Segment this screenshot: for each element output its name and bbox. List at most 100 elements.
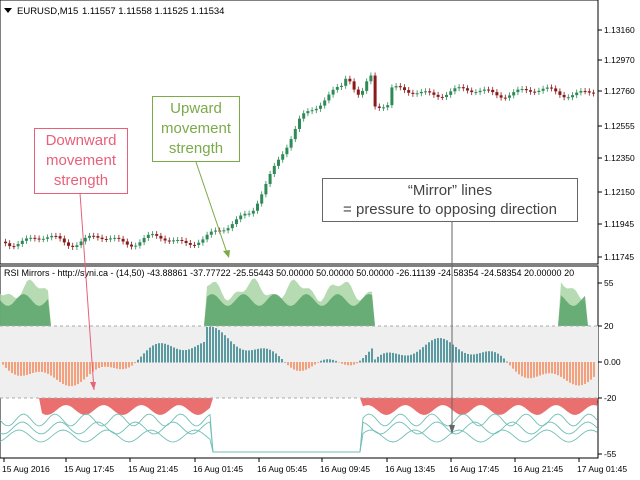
candle-body bbox=[151, 234, 154, 236]
time-label: 17 Aug 01:45 bbox=[577, 464, 627, 474]
candle-body bbox=[533, 91, 537, 93]
mirror-callout: “Mirror” lines = pressure to opposing di… bbox=[322, 178, 578, 222]
candle-body bbox=[172, 240, 175, 242]
histogram-bar bbox=[257, 348, 259, 363]
histogram-bar bbox=[593, 362, 595, 377]
histogram-bar bbox=[29, 362, 31, 374]
candle-body bbox=[277, 159, 280, 166]
time-label: 16 Aug 17:45 bbox=[449, 464, 499, 474]
histogram-bar bbox=[89, 362, 91, 375]
histogram-bar bbox=[98, 362, 100, 369]
histogram-bar bbox=[572, 362, 574, 385]
histogram-bar bbox=[590, 362, 592, 380]
upward-callout-line3: strength bbox=[168, 140, 224, 157]
candle-body bbox=[247, 213, 251, 215]
price-label: 1.11945 bbox=[604, 219, 634, 229]
candle-body bbox=[8, 243, 12, 247]
ohlc-readout: 1.11557 1.11558 1.11525 1.11534 bbox=[82, 6, 224, 17]
histogram-bar bbox=[419, 349, 421, 363]
histogram-bar bbox=[179, 349, 181, 363]
histogram-bar bbox=[443, 338, 445, 363]
histogram-bar bbox=[302, 362, 304, 371]
candle-body bbox=[524, 89, 528, 91]
histogram-bar bbox=[239, 348, 241, 363]
candle-body bbox=[562, 94, 566, 98]
candle-body bbox=[138, 242, 142, 246]
histogram-bar bbox=[485, 351, 487, 363]
histogram-bar bbox=[569, 362, 571, 383]
histogram-bar bbox=[452, 344, 454, 363]
indicator-series bbox=[0, 278, 598, 453]
histogram-bar bbox=[104, 362, 106, 367]
histogram-bar bbox=[551, 362, 553, 374]
candle-body bbox=[411, 92, 415, 94]
candle-body bbox=[512, 92, 516, 96]
histogram-bar bbox=[404, 355, 406, 363]
histogram-bar bbox=[446, 340, 448, 363]
histogram-bar bbox=[482, 352, 484, 363]
histogram-bar bbox=[62, 362, 64, 384]
candle-body bbox=[201, 239, 205, 243]
histogram-bar bbox=[521, 362, 523, 377]
histogram-bar bbox=[497, 353, 499, 363]
chart-menu-icon[interactable] bbox=[4, 8, 12, 13]
histogram-bar bbox=[8, 362, 10, 371]
histogram-bar bbox=[455, 346, 457, 363]
histogram-bar bbox=[353, 362, 355, 365]
downward-callout: Downward movement strength bbox=[34, 128, 128, 194]
time-label: 15 Aug 21:45 bbox=[128, 464, 178, 474]
histogram-bar bbox=[65, 362, 67, 386]
candle-body bbox=[478, 90, 482, 93]
time-label: 16 Aug 13:45 bbox=[385, 464, 435, 474]
histogram-bar bbox=[470, 354, 472, 363]
candle-body bbox=[146, 234, 150, 238]
price-label: 1.12150 bbox=[604, 187, 635, 197]
chart-title: EURUSD,M15 bbox=[17, 6, 78, 17]
candle-body bbox=[440, 96, 444, 98]
histogram-bar bbox=[5, 362, 7, 368]
candle-body bbox=[163, 238, 167, 241]
histogram-bar bbox=[101, 362, 103, 368]
histogram-bar bbox=[35, 362, 37, 373]
price-label: 1.11745 bbox=[604, 252, 634, 262]
candle-body bbox=[41, 238, 45, 240]
histogram-bar bbox=[185, 350, 187, 363]
histogram-bar bbox=[122, 362, 124, 370]
candle-body bbox=[88, 235, 91, 238]
histogram-bar bbox=[458, 349, 460, 363]
histogram-bar bbox=[74, 362, 76, 386]
histogram-bar bbox=[332, 359, 334, 363]
candle-body bbox=[159, 235, 163, 239]
histogram-bar bbox=[11, 362, 13, 374]
histogram-bar bbox=[440, 338, 442, 363]
histogram-bar bbox=[512, 362, 514, 369]
histogram-bar bbox=[407, 355, 409, 363]
histogram-bar bbox=[68, 362, 70, 387]
histogram-bar bbox=[242, 349, 244, 363]
histogram-bar bbox=[131, 362, 133, 366]
candle-body bbox=[12, 246, 16, 248]
candle-body bbox=[193, 244, 196, 246]
candle-body bbox=[390, 87, 394, 106]
candle-body bbox=[54, 235, 58, 237]
time-label: 15 Aug 2016 bbox=[2, 464, 50, 474]
histogram-bar bbox=[188, 349, 190, 363]
candle-body bbox=[205, 234, 209, 240]
candle-body bbox=[264, 183, 268, 195]
histogram-bar bbox=[422, 347, 424, 363]
histogram-bar bbox=[47, 362, 49, 374]
histogram-bar bbox=[209, 326, 211, 363]
histogram-bar bbox=[50, 362, 52, 376]
candle-body bbox=[457, 87, 461, 89]
histogram-bar bbox=[260, 348, 262, 363]
mirror-arrowhead bbox=[449, 425, 455, 434]
candle-body bbox=[394, 86, 398, 88]
candle-body bbox=[167, 240, 171, 242]
candle-body bbox=[285, 147, 289, 155]
time-label: 16 Aug 05:45 bbox=[257, 464, 307, 474]
candle-body bbox=[121, 238, 125, 242]
histogram-bar bbox=[416, 351, 418, 363]
histogram-bar bbox=[173, 347, 175, 363]
candle-body bbox=[58, 236, 62, 239]
